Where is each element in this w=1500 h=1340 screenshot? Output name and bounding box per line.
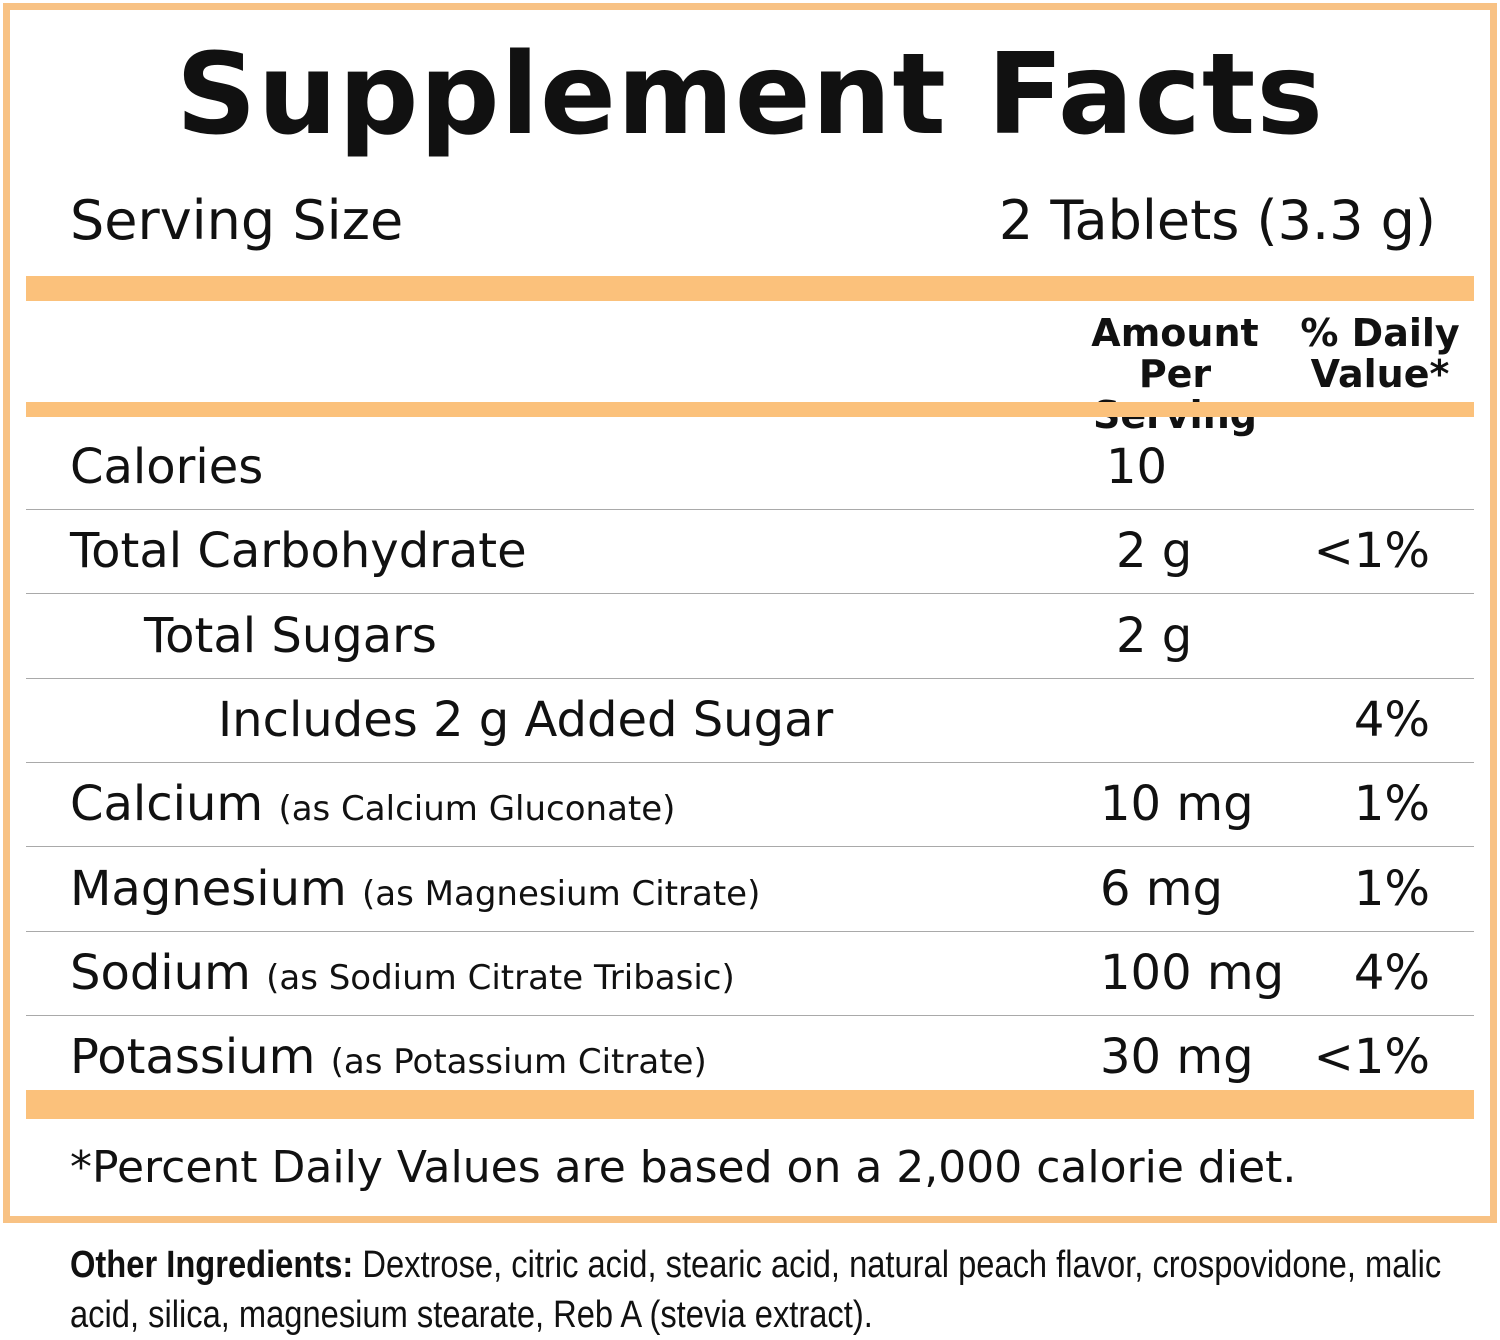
nutrient-row: Includes 2 g Added Sugar 4% — [26, 678, 1474, 763]
nutrient-source: (as Sodium Citrate Tribasic) — [266, 957, 735, 998]
nutrient-source: (as Potassium Citrate) — [330, 1042, 707, 1083]
nutrient-amount: 10 — [1106, 439, 1168, 495]
nutrient-amount: 100 mg — [1100, 944, 1285, 1001]
nutrient-daily-value: 1% — [1353, 860, 1430, 917]
thick-divider — [26, 276, 1474, 301]
nutrient-name: Total Carbohydrate — [70, 523, 527, 579]
nutrient-amount: 6 mg — [1100, 860, 1224, 917]
nutrient-name: Includes 2 g Added Sugar — [218, 692, 833, 748]
other-ingredients: Other Ingredients: Dextrose, citric acid… — [70, 1240, 1455, 1340]
nutrient-name-text: Includes 2 g Added Sugar — [218, 691, 834, 748]
serving-size-label: Serving Size — [70, 189, 404, 252]
nutrient-amount: 2 g — [1116, 523, 1193, 580]
serving-size-value: 2 Tablets (3.3 g) — [998, 189, 1436, 252]
nutrient-amount: 30 mg — [1100, 1029, 1254, 1086]
nutrient-name: Calcium (as Calcium Gluconate) — [70, 776, 675, 837]
label-frame — [3, 3, 1497, 1223]
other-ingredients-text: Dextrose, citric acid, stearic acid, nat… — [70, 1244, 1442, 1336]
nutrient-daily-value: <1% — [1313, 1029, 1430, 1086]
nutrient-name-text: Total Carbohydrate — [70, 523, 527, 580]
other-ingredients-label: Other Ingredients: — [70, 1244, 354, 1286]
nutrient-daily-value: <1% — [1313, 523, 1430, 580]
nutrient-name: Total Sugars — [144, 608, 437, 664]
dv-header-line2: Value* — [1310, 352, 1450, 396]
nutrient-name: Sodium (as Sodium Citrate Tribasic) — [70, 945, 735, 1006]
nutrient-daily-value: 4% — [1353, 691, 1430, 748]
nutrient-name-text: Calories — [70, 439, 264, 495]
nutrient-row: Magnesium (as Magnesium Citrate) 6 mg 1% — [26, 847, 1474, 932]
nutrient-daily-value: 4% — [1353, 944, 1430, 1001]
label-title: Supplement Facts — [175, 30, 1325, 160]
nutrient-name-text: Total Sugars — [144, 607, 437, 664]
nutrient-row: Total Sugars 2 g — [26, 594, 1474, 679]
amount-header: Amount Per Serving — [1060, 313, 1290, 436]
nutrient-name-text: Calcium — [70, 776, 264, 833]
medium-divider — [26, 402, 1474, 417]
nutrient-row: Calories 10 — [26, 425, 1474, 510]
nutrient-name-text: Magnesium — [70, 860, 347, 917]
nutrient-amount: 10 mg — [1100, 776, 1254, 833]
amount-header-line1: Amount — [1091, 311, 1259, 355]
dv-header-line1: % Daily — [1300, 311, 1460, 355]
thick-divider-bottom — [26, 1090, 1474, 1119]
footnote: *Percent Daily Values are based on a 2,0… — [70, 1142, 1297, 1193]
nutrient-name-text: Sodium — [70, 944, 251, 1001]
nutrient-row: Potassium (as Potassium Citrate) 30 mg <… — [26, 1015, 1474, 1099]
nutrient-name: Potassium (as Potassium Citrate) — [70, 1029, 707, 1090]
nutrient-name: Calories — [70, 439, 263, 495]
nutrient-amount: 2 g — [1116, 607, 1193, 664]
nutrient-row: Total Carbohydrate 2 g <1% — [26, 509, 1474, 595]
amount-header-line2: Per Serving — [1093, 352, 1257, 436]
nutrient-name: Magnesium (as Magnesium Citrate) — [70, 861, 760, 922]
nutrient-row: Sodium (as Sodium Citrate Tribasic) 100 … — [26, 931, 1474, 1016]
nutrient-source: (as Calcium Gluconate) — [278, 789, 676, 830]
nutrient-name-text: Potassium — [70, 1029, 316, 1086]
nutrient-source: (as Magnesium Citrate) — [362, 873, 761, 914]
daily-value-header: % Daily Value* — [1300, 313, 1460, 395]
nutrient-row: Calcium (as Calcium Gluconate) 10 mg 1% — [26, 762, 1474, 848]
nutrient-daily-value: 1% — [1353, 776, 1430, 833]
